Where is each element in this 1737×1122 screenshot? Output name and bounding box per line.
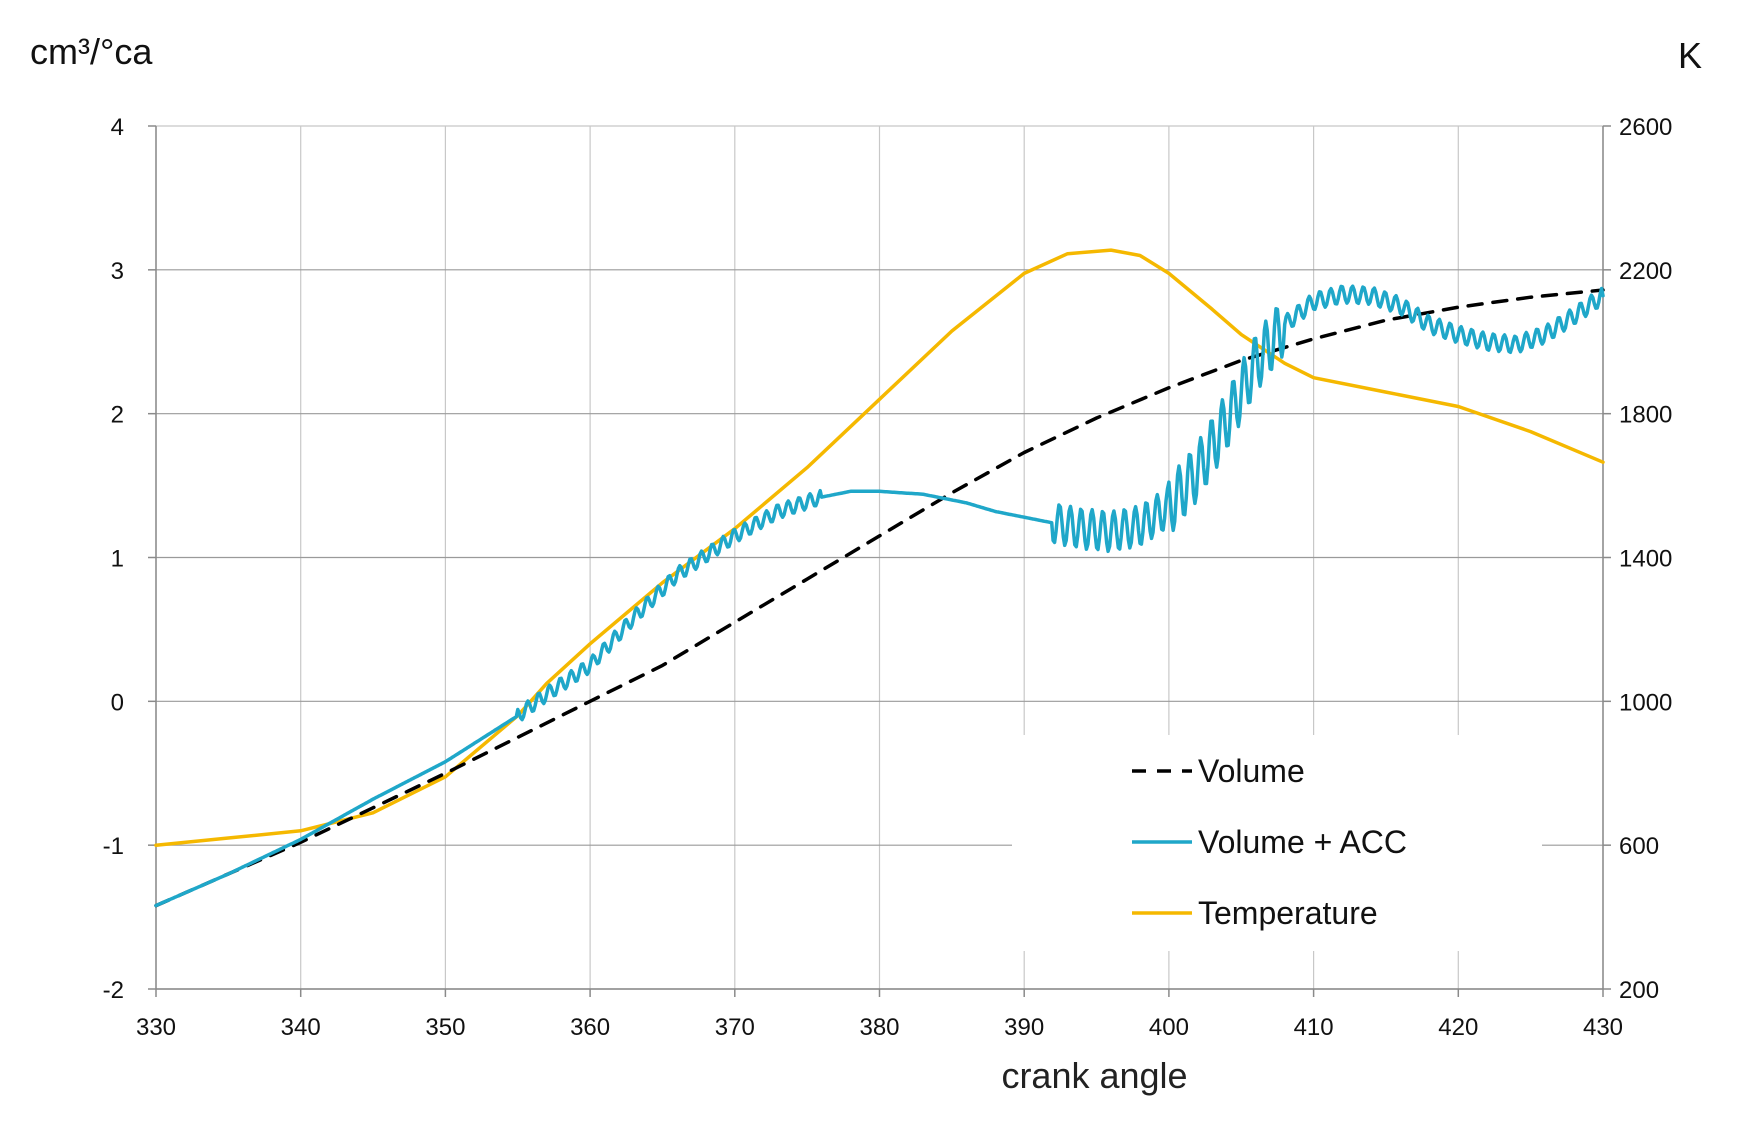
y-right-tick-label-2200: 2200 xyxy=(1619,258,1672,285)
legend: Volume Volume + ACC Temperature xyxy=(1012,735,1542,951)
x-tick-label-380: 380 xyxy=(859,1014,899,1041)
y-left-tick-label-1: 1 xyxy=(111,546,124,573)
axes: 330 340 350 360 370 380 390 400 410 420 430 -2 -1 0 1 2… xyxy=(103,114,1673,1041)
y-axis-right-unit-label: K xyxy=(1678,35,1702,76)
y-right-tick-label-1800: 1800 xyxy=(1619,402,1672,429)
x-tick-label-420: 420 xyxy=(1438,1014,1478,1041)
x-tick-label-410: 410 xyxy=(1294,1014,1334,1041)
x-axis-label: crank angle xyxy=(1001,1055,1187,1096)
x-tick-label-340: 340 xyxy=(281,1014,321,1041)
y-right-tick-label-1000: 1000 xyxy=(1619,689,1672,716)
y-left-tick-label--2: -2 xyxy=(103,977,124,1004)
x-tick-label-360: 360 xyxy=(570,1014,610,1041)
y-right-tick-label-2600: 2600 xyxy=(1619,114,1672,141)
y-left-tick-label-0: 0 xyxy=(111,689,124,716)
x-tick-label-430: 430 xyxy=(1583,1014,1623,1041)
series-volume xyxy=(154,288,1605,908)
y-left-tick-label-3: 3 xyxy=(111,258,124,285)
series-volume-acc xyxy=(154,284,1605,908)
y-right-tick-label-1400: 1400 xyxy=(1619,546,1672,573)
y-right-tick-label-200: 200 xyxy=(1619,977,1659,1004)
legend-background xyxy=(1012,735,1542,951)
legend-label-volume: Volume xyxy=(1198,753,1305,789)
y-left-tick-label-2: 2 xyxy=(111,402,124,429)
x-tick-label-390: 390 xyxy=(1004,1014,1044,1041)
legend-label-volume-acc: Volume + ACC xyxy=(1198,824,1407,860)
y-right-tick-label-600: 600 xyxy=(1619,833,1659,860)
y-left-tick-label-4: 4 xyxy=(111,114,124,141)
x-tick-label-330: 330 xyxy=(136,1014,176,1041)
series xyxy=(154,248,1605,908)
x-tick-label-370: 370 xyxy=(715,1014,755,1041)
x-tick-label-350: 350 xyxy=(425,1014,465,1041)
x-tick-label-400: 400 xyxy=(1149,1014,1189,1041)
y-left-tick-label--1: -1 xyxy=(103,833,124,860)
y-axis-left-unit-label: cm³/°ca xyxy=(30,31,153,72)
legend-label-temperature: Temperature xyxy=(1198,895,1378,931)
